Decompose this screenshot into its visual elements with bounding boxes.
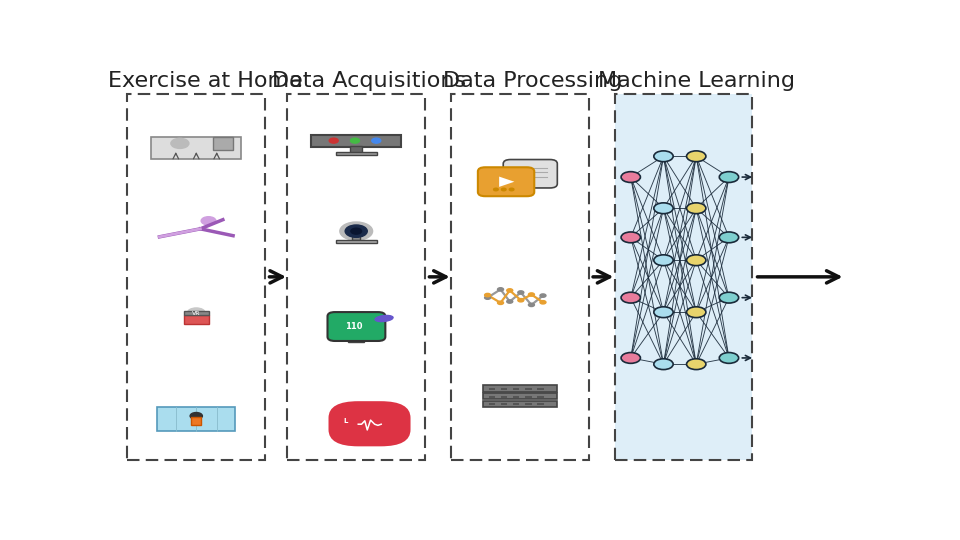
Bar	[538, 396, 543, 397]
Circle shape	[493, 188, 498, 191]
Circle shape	[686, 255, 706, 266]
Bar	[538, 403, 543, 406]
Circle shape	[686, 203, 706, 214]
Bar	[350, 146, 362, 153]
Circle shape	[331, 413, 364, 431]
Circle shape	[329, 138, 338, 143]
Bar	[483, 393, 557, 399]
Circle shape	[540, 301, 546, 304]
Circle shape	[654, 203, 673, 214]
Bar	[525, 403, 532, 406]
Circle shape	[507, 300, 513, 303]
Circle shape	[171, 138, 189, 149]
Bar	[352, 231, 360, 240]
Bar	[489, 388, 495, 390]
Circle shape	[190, 413, 203, 420]
Bar	[348, 312, 365, 316]
Bar	[339, 431, 354, 436]
Circle shape	[340, 222, 372, 240]
FancyBboxPatch shape	[478, 167, 535, 196]
Circle shape	[507, 289, 513, 292]
Ellipse shape	[375, 315, 393, 322]
Text: VR: VR	[192, 310, 201, 316]
Bar	[184, 315, 208, 324]
Bar	[451, 94, 588, 460]
Circle shape	[654, 255, 673, 266]
Bar	[184, 311, 208, 315]
Bar	[336, 240, 376, 242]
Bar	[339, 409, 354, 414]
Text: 110: 110	[346, 322, 363, 331]
Text: Data Acquisitions: Data Acquisitions	[273, 71, 467, 91]
Circle shape	[621, 232, 640, 243]
Bar	[513, 403, 519, 406]
Bar	[483, 386, 557, 392]
Bar	[483, 401, 557, 407]
FancyBboxPatch shape	[503, 159, 558, 188]
Bar	[501, 396, 508, 397]
Bar	[513, 388, 519, 390]
Circle shape	[202, 217, 216, 225]
Circle shape	[510, 188, 514, 191]
Bar	[501, 388, 508, 390]
Circle shape	[621, 353, 640, 363]
Circle shape	[654, 151, 673, 161]
Circle shape	[719, 353, 738, 363]
Circle shape	[719, 232, 738, 243]
Circle shape	[719, 292, 738, 303]
Circle shape	[540, 294, 546, 297]
Bar	[489, 403, 495, 406]
Bar	[191, 417, 202, 424]
Bar	[501, 403, 508, 406]
Circle shape	[485, 296, 491, 299]
Bar	[157, 407, 235, 431]
Bar	[311, 136, 401, 147]
Circle shape	[497, 288, 504, 291]
Circle shape	[528, 303, 535, 307]
Circle shape	[501, 188, 506, 191]
Bar	[212, 137, 233, 150]
Text: Machine Learning: Machine Learning	[598, 71, 795, 91]
Circle shape	[621, 292, 640, 303]
Circle shape	[654, 307, 673, 318]
Bar	[513, 396, 519, 397]
Circle shape	[351, 228, 362, 234]
Bar	[128, 94, 265, 460]
Circle shape	[719, 172, 738, 183]
Bar	[525, 388, 532, 390]
Circle shape	[686, 151, 706, 161]
Circle shape	[372, 138, 381, 143]
Circle shape	[528, 293, 535, 296]
Circle shape	[346, 225, 368, 238]
FancyBboxPatch shape	[328, 401, 411, 447]
Circle shape	[654, 359, 673, 369]
Bar	[538, 388, 543, 390]
Bar	[489, 396, 495, 397]
Circle shape	[350, 138, 359, 143]
Bar	[287, 94, 425, 460]
Text: Exercise at Home: Exercise at Home	[108, 71, 303, 91]
Circle shape	[686, 307, 706, 318]
Circle shape	[686, 359, 706, 369]
Bar	[348, 337, 365, 342]
Text: L: L	[344, 418, 348, 424]
Circle shape	[497, 301, 504, 305]
FancyBboxPatch shape	[327, 312, 385, 341]
Bar	[152, 137, 241, 159]
Circle shape	[517, 299, 524, 302]
Bar	[525, 396, 532, 397]
Bar	[336, 152, 376, 155]
Text: Data Processing: Data Processing	[444, 71, 622, 91]
Polygon shape	[499, 177, 515, 187]
Bar	[614, 94, 753, 460]
Circle shape	[621, 172, 640, 183]
Circle shape	[517, 291, 524, 294]
Circle shape	[187, 308, 205, 318]
Circle shape	[485, 293, 491, 297]
